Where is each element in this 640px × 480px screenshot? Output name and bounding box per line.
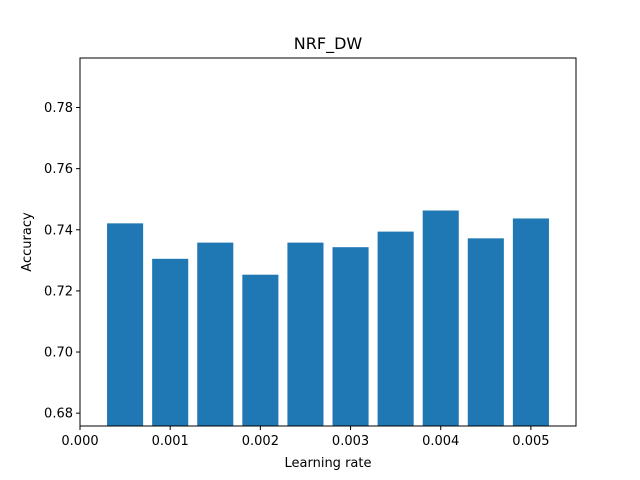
bar-5	[287, 242, 324, 426]
x-tick-label: 0.002	[242, 434, 279, 449]
x-tick-label: 0.005	[512, 434, 549, 449]
x-ticks-group: 0.000 0.001 0.002 0.003 0.004 0.005	[61, 426, 550, 449]
bar-8	[422, 210, 459, 426]
x-tick-label: 0.004	[422, 434, 459, 449]
y-tick-label: 0.70	[44, 346, 73, 361]
y-tick-label: 0.76	[44, 162, 73, 177]
y-tick-label: 0.68	[44, 407, 73, 422]
y-tick-label: 0.72	[44, 284, 73, 299]
x-tick-label: 0.000	[61, 434, 98, 449]
y-ticks-group: 0.68 0.70 0.72 0.74 0.76 0.78	[44, 101, 80, 422]
chart-title: NRF_DW	[294, 34, 363, 54]
x-axis-label: Learning rate	[285, 456, 372, 471]
bar-7	[377, 231, 414, 426]
bar-3	[197, 242, 234, 426]
x-tick-label: 0.001	[152, 434, 189, 449]
x-tick-label: 0.003	[332, 434, 369, 449]
bar-1	[107, 223, 144, 426]
bars-group	[107, 210, 549, 426]
plot-frame	[79, 57, 577, 427]
bar-2	[152, 258, 189, 426]
bar-10	[512, 218, 549, 426]
y-tick-label: 0.78	[44, 101, 73, 116]
bar-9	[467, 238, 504, 426]
y-axis-label: Accuracy	[20, 212, 35, 272]
y-tick-label: 0.74	[44, 223, 73, 238]
bar-6	[332, 247, 369, 426]
bar-4	[242, 274, 279, 426]
